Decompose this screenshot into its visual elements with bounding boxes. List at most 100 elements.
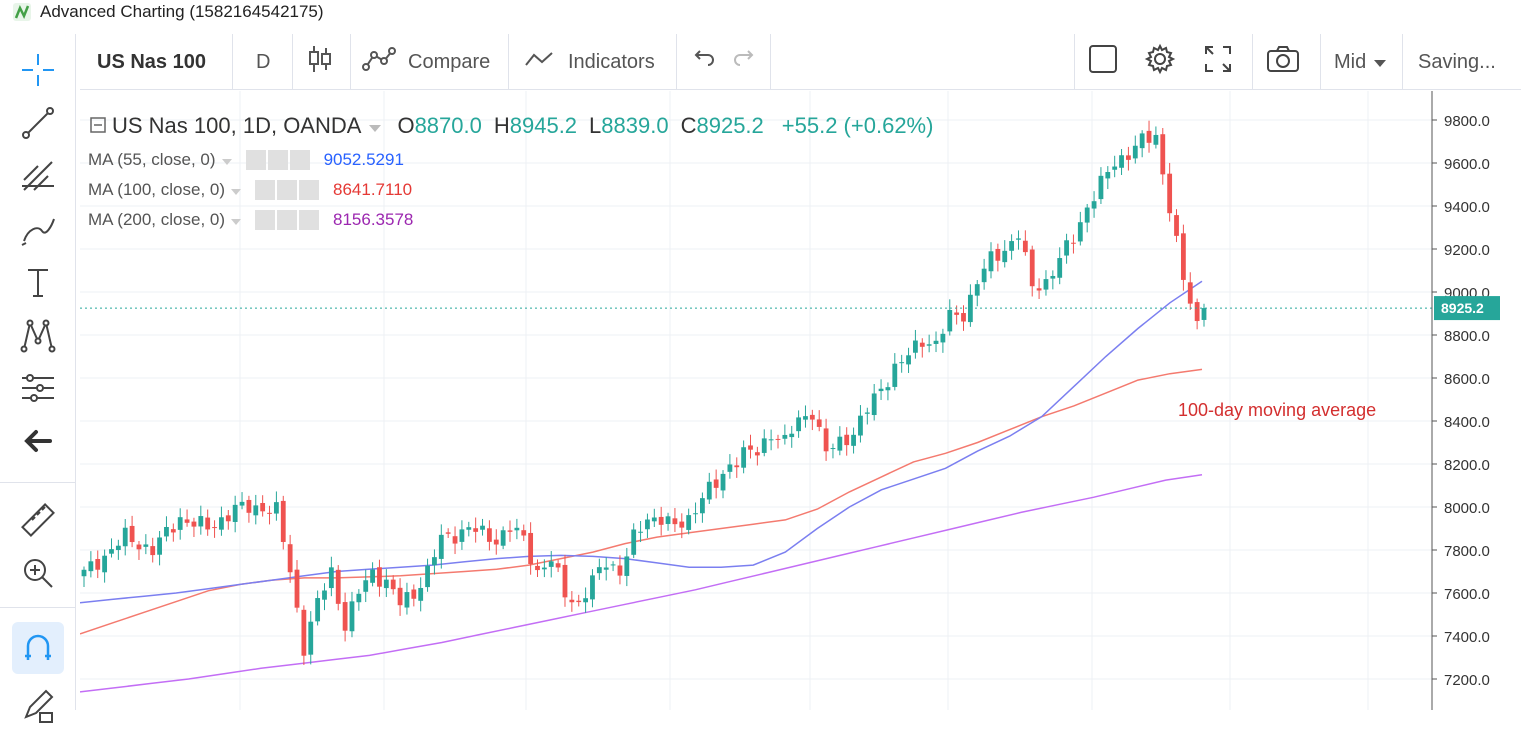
toolbar-divider: [676, 34, 677, 90]
candle-body: [603, 567, 609, 570]
candle-body: [136, 544, 142, 550]
candle-body: [308, 621, 314, 655]
indicator-row-ma55[interactable]: MA (55, close, 0) 9052.5291: [88, 145, 413, 175]
settings-button[interactable]: [1144, 34, 1176, 90]
candle-body: [782, 434, 788, 439]
candle-body: [940, 333, 946, 343]
candle-body: [418, 587, 424, 601]
indicator-row-ma100[interactable]: MA (100, close, 0) 8641.7110: [88, 175, 413, 205]
interval-button[interactable]: D: [256, 34, 270, 90]
indicators-button[interactable]: Indicators: [524, 34, 655, 90]
candle-body: [1016, 238, 1021, 240]
camera-icon: [1266, 45, 1300, 79]
pencil-lock-icon[interactable]: [0, 679, 76, 731]
magnet-tool-icon[interactable]: [12, 622, 64, 674]
candle-body: [425, 565, 430, 588]
price-type-select[interactable]: Mid: [1334, 34, 1387, 90]
candle-body: [88, 561, 94, 572]
candle-body: [919, 342, 925, 347]
price-chart[interactable]: 9800.09600.09400.09200.09000.08800.08600…: [79, 91, 1521, 710]
back-arrow-icon[interactable]: [0, 415, 76, 467]
candle-body: [267, 512, 272, 514]
visibility-icon[interactable]: [255, 210, 276, 230]
gear-icon: [1144, 43, 1176, 81]
candle-body: [906, 355, 911, 365]
close-icon[interactable]: [299, 210, 320, 230]
candle-body: [157, 537, 162, 555]
undo-button[interactable]: [690, 34, 714, 90]
legend-dropdown-icon[interactable]: [369, 113, 382, 139]
brush-tool-icon[interactable]: [0, 203, 76, 255]
candle-body: [1064, 240, 1069, 256]
candle-body: [562, 564, 568, 598]
candle-body: [590, 575, 595, 600]
candle-body: [878, 388, 884, 392]
snapshot-button[interactable]: [1266, 34, 1300, 90]
candle-body: [1160, 134, 1166, 175]
gear-icon[interactable]: [277, 210, 298, 230]
collapse-legend-icon[interactable]: [90, 113, 106, 139]
price-axis[interactable]: 9800.09600.09400.09200.09000.08800.08600…: [1431, 91, 1490, 710]
toolbar-divider: [1074, 34, 1075, 90]
chart-style-button[interactable]: [308, 34, 332, 90]
gear-icon[interactable]: [267, 150, 288, 170]
undo-icon: [690, 47, 714, 77]
toolbar-divider: [508, 34, 509, 90]
expand-button[interactable]: [1204, 34, 1232, 90]
fullscreen-chart-button[interactable]: [1088, 34, 1118, 90]
chevron-down-icon[interactable]: [231, 210, 242, 230]
candle-body: [150, 546, 156, 556]
candle-body: [706, 481, 712, 500]
text-tool-icon[interactable]: [0, 256, 76, 308]
symbol-search-button[interactable]: US Nas 100: [97, 34, 206, 90]
candle-body: [507, 530, 513, 532]
redo-button[interactable]: [734, 34, 758, 90]
visibility-icon[interactable]: [255, 180, 276, 200]
indicator-name: MA (100, close, 0): [88, 180, 226, 199]
window-titlebar: Advanced Charting (1582164542175): [0, 0, 1521, 24]
toolbar-divider: [770, 34, 771, 90]
close-icon[interactable]: [289, 150, 310, 170]
candle-body: [1194, 302, 1200, 322]
chart-area[interactable]: 9800.0 9600.0 9400.0 9200.0 9000.0 8800.0 8600…: [79, 91, 1521, 710]
candle-body: [988, 251, 994, 272]
open-value: 8870.0: [414, 113, 482, 138]
drawing-toolbar: [0, 34, 76, 723]
candle-body: [610, 564, 616, 566]
prediction-tool-icon[interactable]: [0, 362, 76, 414]
candle-body: [741, 447, 747, 468]
candle-body: [219, 517, 224, 530]
chevron-down-icon[interactable]: [231, 180, 242, 200]
close-icon[interactable]: [299, 180, 320, 200]
candle-body: [301, 609, 307, 656]
fib-tool-icon[interactable]: [0, 150, 76, 202]
candle-body: [796, 417, 802, 432]
ruler-tool-icon[interactable]: [0, 494, 76, 546]
indicator-legend: MA (55, close, 0) 9052.5291 MA (100, clo…: [88, 145, 413, 235]
candle-body: [933, 340, 939, 344]
candle-body: [775, 438, 781, 440]
candle-body: [761, 438, 767, 453]
candle-body: [253, 505, 259, 516]
visibility-icon[interactable]: [245, 150, 266, 170]
gear-icon[interactable]: [277, 180, 298, 200]
crosshair-tool-icon[interactable]: [0, 44, 76, 96]
save-status[interactable]: Saving...: [1418, 34, 1496, 90]
candle-body: [700, 498, 705, 514]
chevron-down-icon[interactable]: [221, 150, 232, 170]
pattern-tool-icon[interactable]: [0, 309, 76, 361]
compare-button[interactable]: Compare: [362, 34, 490, 90]
candle-body: [170, 529, 176, 533]
candle-body: [858, 415, 863, 436]
candle-body: [143, 544, 149, 547]
zoom-in-icon[interactable]: [0, 547, 76, 599]
indicator-name: MA (200, close, 0): [88, 210, 226, 229]
candle-body: [390, 579, 396, 590]
candle-body: [1009, 241, 1015, 251]
y-tick-label: 9600.0: [1444, 156, 1490, 173]
trend-line-tool-icon[interactable]: [0, 97, 76, 149]
legend-symbol[interactable]: US Nas 100, 1D, OANDA: [112, 113, 362, 138]
candle-body: [528, 532, 534, 564]
candle-body: [665, 516, 671, 524]
indicator-row-ma200[interactable]: MA (200, close, 0) 8156.3578: [88, 205, 413, 235]
